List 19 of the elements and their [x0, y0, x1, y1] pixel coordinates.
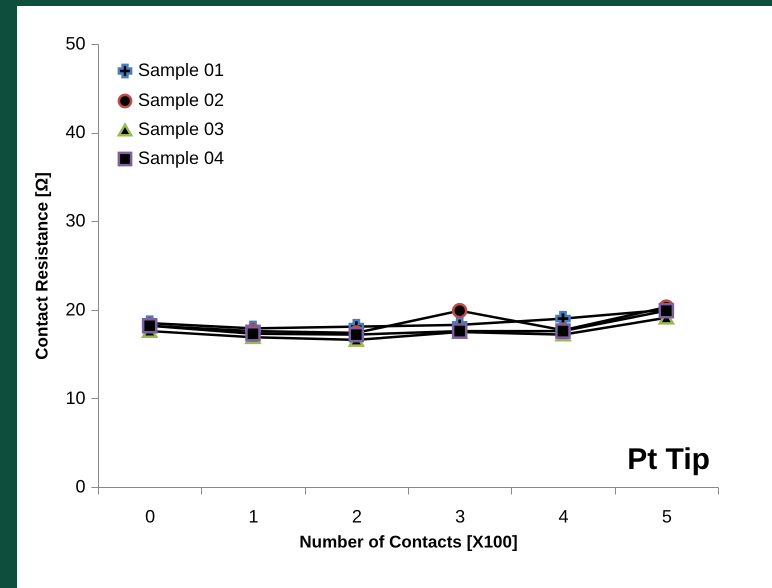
legend-label: Sample 01 [138, 60, 224, 80]
y-tick-label: 30 [65, 210, 86, 231]
y-tick-label: 10 [65, 388, 86, 408]
x-tick-label: 4 [558, 506, 569, 526]
y-tick-label: 40 [65, 122, 86, 142]
x-tick-label: 2 [352, 506, 362, 526]
x-tick-label: 3 [455, 506, 466, 526]
x-axis-title: Number of Contacts [X100] [299, 532, 518, 552]
x-tick-label: 1 [248, 506, 259, 526]
legend-label: Sample 03 [138, 119, 224, 139]
y-tick-label: 50 [65, 34, 86, 54]
legend-label: Sample 04 [138, 148, 224, 168]
y-tick-label: 20 [65, 299, 86, 320]
x-tick-label: 0 [145, 506, 156, 526]
y-tick-label: 0 [75, 476, 86, 496]
x-tick-label: 5 [662, 506, 672, 526]
legend-label: Sample 02 [138, 90, 224, 110]
annotation: Pt Tip [627, 443, 710, 476]
y-axis-title: Contact Resistance [Ω] [32, 172, 52, 360]
